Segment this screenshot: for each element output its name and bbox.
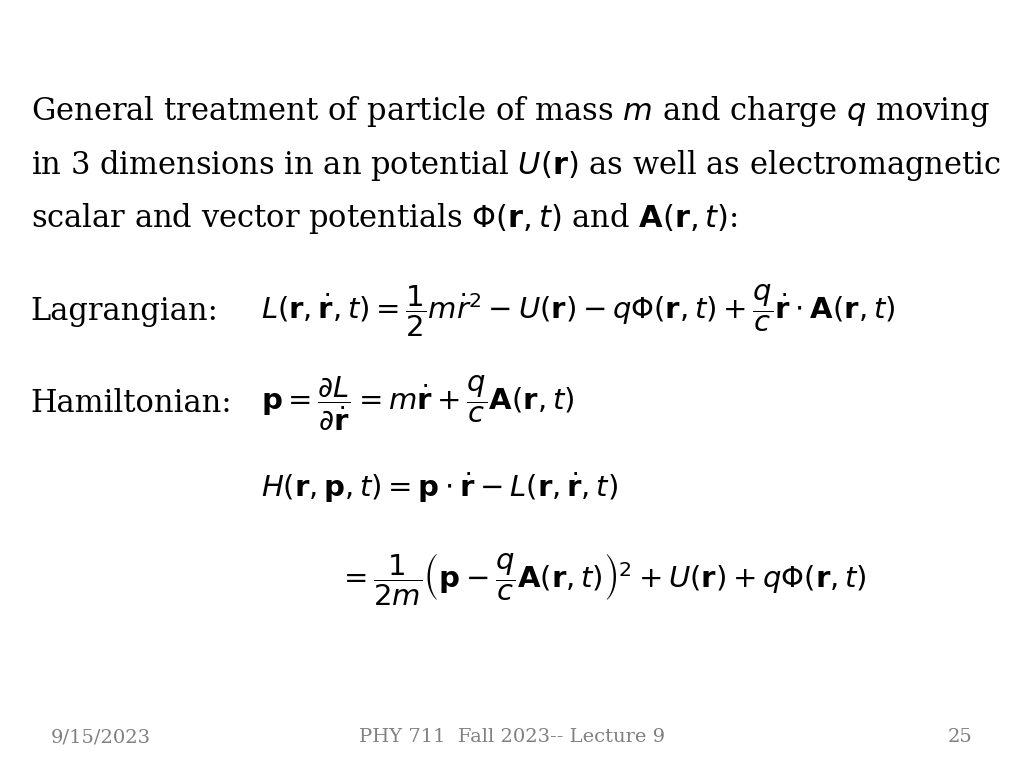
Text: in 3 dimensions in an potential $U\left(\mathbf{r}\right)$ as well as electromag: in 3 dimensions in an potential $U\left(… <box>31 147 1001 183</box>
Text: Hamiltonian:: Hamiltonian: <box>31 388 232 419</box>
Text: $H\left(\mathbf{r},\mathbf{p},t\right)=\mathbf{p}\cdot\dot{\mathbf{r}}-L\left(\m: $H\left(\mathbf{r},\mathbf{p},t\right)=\… <box>261 470 618 505</box>
Text: PHY 711  Fall 2023-- Lecture 9: PHY 711 Fall 2023-- Lecture 9 <box>359 728 665 746</box>
Text: General treatment of particle of mass $m$ and charge $q$ moving: General treatment of particle of mass $m… <box>31 94 989 129</box>
Text: $L\left(\mathbf{r},\dot{\mathbf{r}},t\right)=\dfrac{1}{2}m\dot{r}^{2}-U\left(\ma: $L\left(\mathbf{r},\dot{\mathbf{r}},t\ri… <box>261 283 896 339</box>
Text: $\mathbf{p}=\dfrac{\partial L}{\partial\dot{\mathbf{r}}}=m\dot{\mathbf{r}}+\dfra: $\mathbf{p}=\dfrac{\partial L}{\partial\… <box>261 373 574 433</box>
Text: 25: 25 <box>948 728 973 746</box>
Text: scalar and vector potentials $\Phi\left(\mathbf{r},t\right)$ and $\mathbf{A}\lef: scalar and vector potentials $\Phi\left(… <box>31 201 737 237</box>
Text: 9/15/2023: 9/15/2023 <box>51 728 152 746</box>
Text: Lagrangian:: Lagrangian: <box>31 296 218 326</box>
Text: $=\dfrac{1}{2m}\left(\mathbf{p}-\dfrac{q}{c}\mathbf{A}\left(\mathbf{r},t\right)\: $=\dfrac{1}{2m}\left(\mathbf{p}-\dfrac{q… <box>338 551 866 608</box>
